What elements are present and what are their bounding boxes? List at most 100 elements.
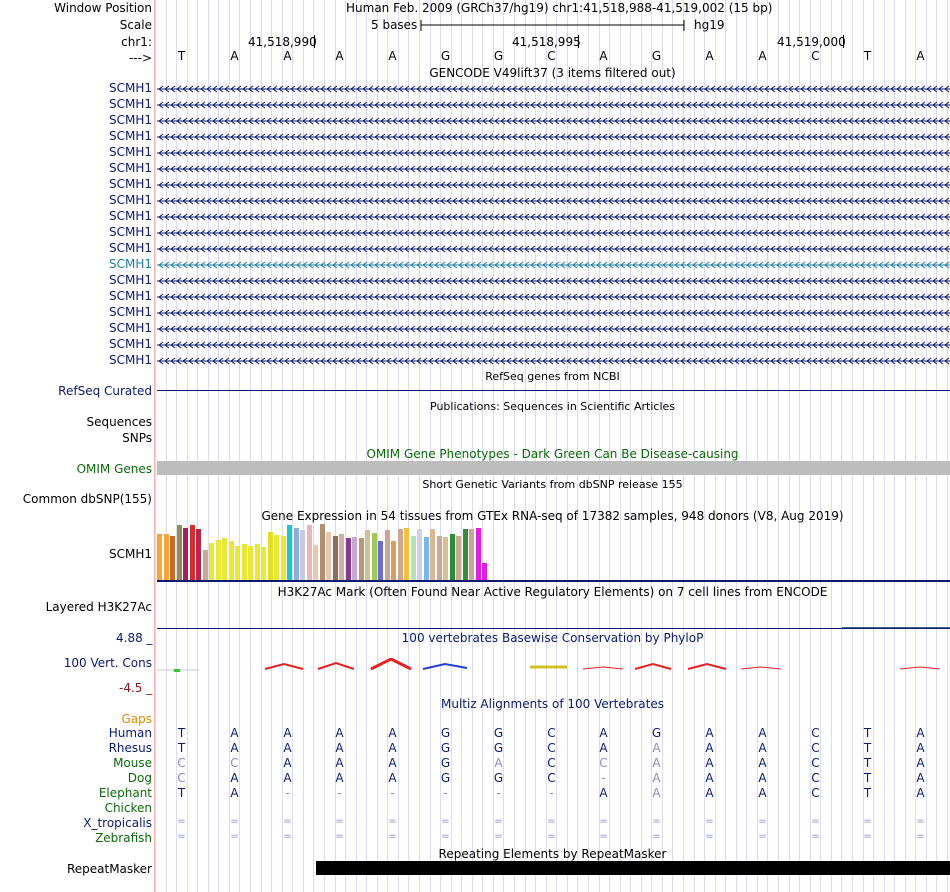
gencode-transcript[interactable] [157, 179, 950, 191]
gtex-tissue-bar[interactable] [437, 536, 442, 580]
gtex-gene-label[interactable]: SCMH1 [108, 547, 152, 561]
gencode-gene-label[interactable]: SCMH1 [108, 81, 152, 95]
gencode-gene-label[interactable]: SCMH1 [108, 113, 152, 127]
gencode-transcript[interactable] [157, 275, 950, 287]
gtex-tissue-bar[interactable] [307, 525, 312, 580]
gencode-transcript[interactable] [157, 195, 950, 207]
gtex-tissue-bar[interactable] [450, 534, 455, 580]
gtex-tissue-bar[interactable] [463, 529, 468, 580]
gencode-gene-label[interactable]: SCMH1 [108, 161, 152, 175]
multiz-species-label[interactable]: X_tropicalis [83, 816, 152, 830]
multiz-species-label[interactable]: Zebrafish [95, 831, 152, 845]
phylop-logo[interactable] [155, 658, 950, 678]
gencode-gene-label[interactable]: SCMH1 [108, 129, 152, 143]
gtex-tissue-bar[interactable] [391, 541, 396, 580]
multiz-species-label[interactable]: Human [108, 726, 152, 740]
gtex-tissue-bar[interactable] [255, 544, 260, 580]
gtex-tissue-bar[interactable] [274, 535, 279, 580]
multiz-species-label[interactable]: Dog [127, 771, 152, 785]
gencode-gene-label[interactable]: SCMH1 [108, 97, 152, 111]
gtex-tissue-bar[interactable] [170, 536, 175, 580]
gtex-tissue-bar[interactable] [476, 528, 481, 580]
repeatmasker-label[interactable]: RepeatMasker [66, 862, 152, 876]
gencode-gene-label[interactable]: SCMH1 [108, 273, 152, 287]
publications-title[interactable]: Publications: Sequences in Scientific Ar… [430, 400, 675, 413]
refseq-title[interactable]: RefSeq genes from NCBI [485, 370, 620, 383]
gtex-tissue-bar[interactable] [294, 528, 299, 580]
omim-label[interactable]: OMIM Genes [76, 462, 152, 476]
gencode-transcript[interactable] [157, 355, 950, 367]
gencode-transcript[interactable] [157, 211, 950, 223]
gtex-tissue-bar[interactable] [339, 534, 344, 580]
multiz-species-label[interactable]: Elephant [98, 786, 152, 800]
gtex-tissue-bar[interactable] [333, 536, 338, 580]
gencode-transcript[interactable] [157, 131, 950, 143]
repeatmasker-title[interactable]: Repeating Elements by RepeatMasker [438, 847, 667, 861]
gencode-transcript[interactable] [157, 99, 950, 111]
phylop-title[interactable]: 100 vertebrates Basewise Conservation by… [401, 631, 704, 645]
gtex-tissue-bar[interactable] [385, 530, 390, 580]
gencode-transcript[interactable] [157, 339, 950, 351]
gencode-transcript[interactable] [157, 259, 950, 271]
gaps-label[interactable]: Gaps [121, 712, 152, 726]
gtex-tissue-bar[interactable] [300, 530, 305, 580]
phylop-label[interactable]: 100 Vert. Cons [63, 656, 152, 670]
gencode-transcript[interactable] [157, 323, 950, 335]
gtex-tissue-bar[interactable] [359, 538, 364, 580]
gtex-tissue-bar[interactable] [424, 537, 429, 580]
gtex-tissue-bar[interactable] [268, 532, 273, 580]
refseq-label[interactable]: RefSeq Curated [58, 384, 152, 398]
multiz-title[interactable]: Multiz Alignments of 100 Vertebrates [440, 697, 665, 711]
repeatmasker-element[interactable] [316, 861, 950, 875]
gtex-tissue-bar[interactable] [482, 563, 487, 580]
gtex-tissue-bar[interactable] [281, 536, 286, 580]
gtex-tissue-bar[interactable] [365, 530, 370, 580]
gtex-tissue-bar[interactable] [164, 534, 169, 580]
gencode-transcript[interactable] [157, 163, 950, 175]
gtex-tissue-bar[interactable] [417, 529, 422, 580]
gtex-title[interactable]: Gene Expression in 54 tissues from GTEx … [261, 509, 844, 523]
gtex-tissue-bar[interactable] [203, 550, 208, 580]
gtex-tissue-bar[interactable] [398, 529, 403, 580]
gtex-tissue-bar[interactable] [177, 525, 182, 580]
h3k27ac-title[interactable]: H3K27Ac Mark (Often Found Near Active Re… [277, 585, 828, 599]
window-position-value[interactable]: Human Feb. 2009 (GRCh37/hg19) chr1:41,51… [346, 1, 773, 15]
gtex-tissue-bar[interactable] [378, 541, 383, 580]
gencode-gene-label[interactable]: SCMH1 [108, 225, 152, 239]
gtex-tissue-bar[interactable] [430, 529, 435, 580]
gencode-transcript[interactable] [157, 307, 950, 319]
gtex-tissue-bar[interactable] [216, 540, 221, 580]
gencode-gene-label[interactable]: SCMH1 [108, 289, 152, 303]
gencode-transcript[interactable] [157, 83, 950, 95]
gtex-tissue-bar[interactable] [404, 528, 409, 580]
gtex-tissue-bar[interactable] [222, 538, 227, 580]
omim-title[interactable]: OMIM Gene Phenotypes - Dark Green Can Be… [366, 447, 739, 461]
gencode-gene-label[interactable]: SCMH1 [108, 209, 152, 223]
gencode-gene-label[interactable]: SCMH1 [108, 337, 152, 351]
gtex-tissue-bar[interactable] [346, 538, 351, 580]
gtex-tissue-bar[interactable] [443, 537, 448, 580]
omim-feature-bar[interactable] [157, 461, 950, 475]
gencode-gene-label[interactable]: SCMH1 [108, 193, 152, 207]
h3k27ac-label[interactable]: Layered H3K27Ac [45, 600, 152, 614]
multiz-species-label[interactable]: Chicken [104, 801, 152, 815]
gencode-transcript[interactable] [157, 243, 950, 255]
gencode-transcript[interactable] [157, 147, 950, 159]
gtex-tissue-bar[interactable] [209, 543, 214, 580]
gtex-tissue-bar[interactable] [261, 547, 266, 580]
gtex-tissue-bar[interactable] [320, 524, 325, 580]
gencode-gene-label[interactable]: SCMH1 [108, 321, 152, 335]
gencode-transcript[interactable] [157, 115, 950, 127]
gtex-tissue-bar[interactable] [190, 525, 195, 580]
gtex-tissue-bar[interactable] [229, 541, 234, 580]
gtex-tissue-bar[interactable] [157, 534, 162, 580]
gtex-tissue-bar[interactable] [235, 546, 240, 580]
gtex-tissue-bar[interactable] [183, 528, 188, 580]
gtex-tissue-bar[interactable] [469, 529, 474, 580]
gencode-transcript[interactable] [157, 227, 950, 239]
snps-label[interactable]: SNPs [122, 431, 152, 445]
gtex-tissue-bar[interactable] [196, 529, 201, 580]
gtex-tissue-bar[interactable] [352, 537, 357, 580]
gtex-tissue-bar[interactable] [287, 525, 292, 580]
gencode-gene-label[interactable]: SCMH1 [108, 353, 152, 367]
